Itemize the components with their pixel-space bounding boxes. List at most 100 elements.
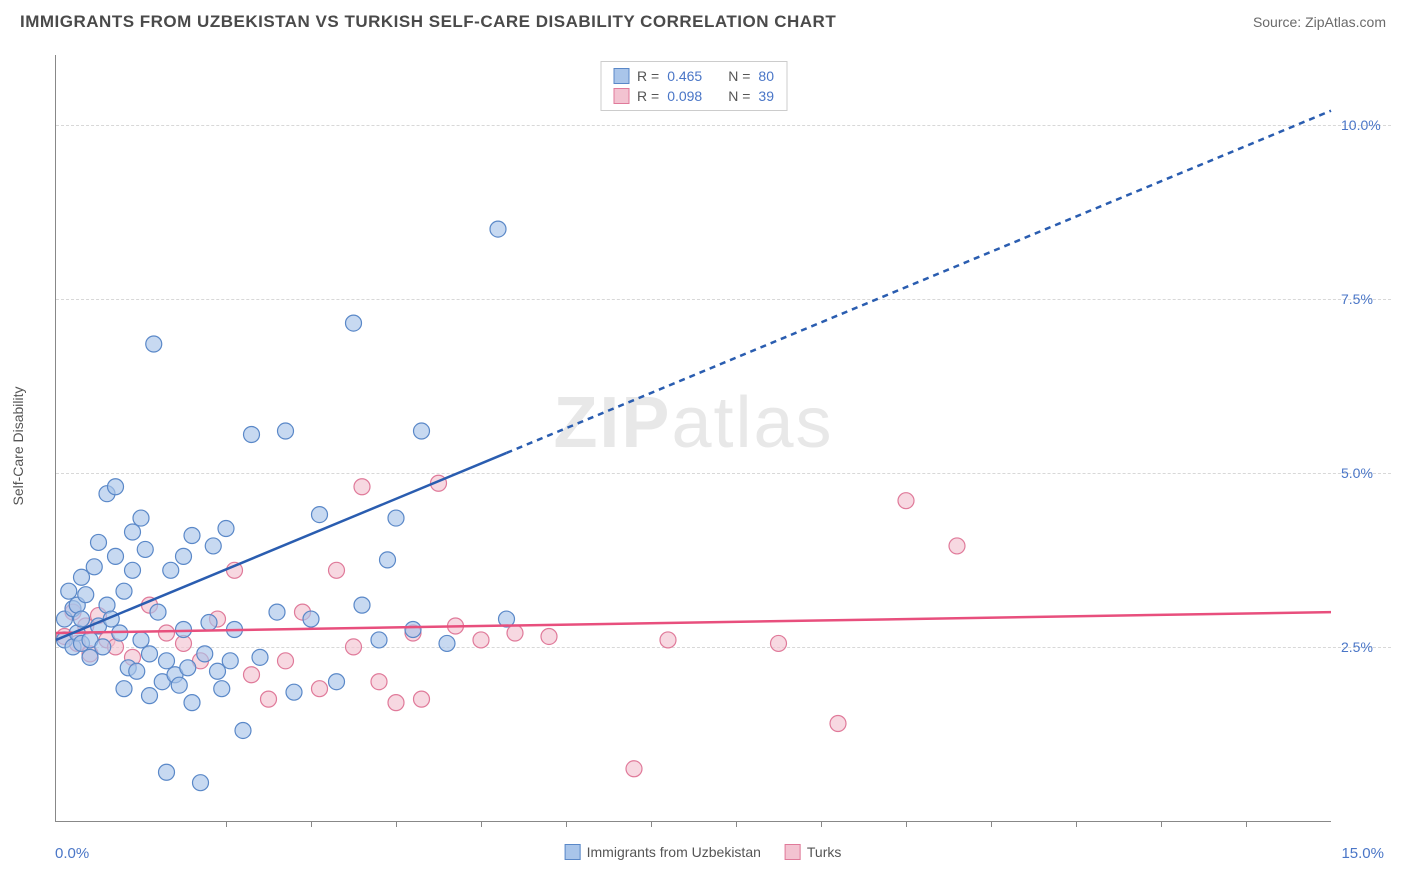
ytick-label: 10.0% <box>1341 117 1391 133</box>
y-axis-label: Self-Care Disability <box>10 386 26 505</box>
data-point <box>388 510 404 526</box>
data-point <box>329 562 345 578</box>
data-point <box>252 649 268 665</box>
data-point <box>329 674 345 690</box>
data-point <box>142 688 158 704</box>
data-point <box>414 423 430 439</box>
data-point <box>405 622 421 638</box>
scatter-svg <box>56 55 1331 821</box>
data-point <box>371 632 387 648</box>
xtick-right: 15.0% <box>1341 845 1384 862</box>
r-value-pink: 0.098 <box>667 88 702 104</box>
data-point <box>507 625 523 641</box>
n-value-blue: 80 <box>758 68 774 84</box>
data-point <box>244 667 260 683</box>
r-value-blue: 0.465 <box>667 68 702 84</box>
data-point <box>214 681 230 697</box>
data-point <box>222 653 238 669</box>
chart-header: IMMIGRANTS FROM UZBEKISTAN VS TURKISH SE… <box>0 0 1406 40</box>
data-point <box>150 604 166 620</box>
data-point <box>116 583 132 599</box>
data-point <box>278 653 294 669</box>
xtick-mark <box>396 821 397 827</box>
xtick-mark <box>821 821 822 827</box>
ytick-label: 7.5% <box>1341 291 1391 307</box>
legend-swatch-blue <box>565 844 581 860</box>
data-point <box>159 764 175 780</box>
xtick-mark <box>1161 821 1162 827</box>
legend-item-blue: Immigrants from Uzbekistan <box>565 844 761 860</box>
source-label: Source: <box>1253 14 1305 30</box>
legend-label-blue: Immigrants from Uzbekistan <box>587 844 761 860</box>
data-point <box>184 695 200 711</box>
legend-label-pink: Turks <box>807 844 841 860</box>
data-point <box>193 775 209 791</box>
data-point <box>108 479 124 495</box>
legend-swatch-pink <box>613 88 629 104</box>
data-point <box>949 538 965 554</box>
data-point <box>180 660 196 676</box>
n-label: N = <box>728 68 750 84</box>
data-point <box>346 639 362 655</box>
data-point <box>133 632 149 648</box>
data-point <box>269 604 285 620</box>
data-point <box>159 625 175 641</box>
data-point <box>171 677 187 693</box>
xtick-mark <box>1246 821 1247 827</box>
legend-series: Immigrants from Uzbekistan Turks <box>565 844 842 860</box>
chart-plot-area: ZIPatlas 2.5%5.0%7.5%10.0% R = 0.465 N =… <box>55 55 1331 822</box>
data-point <box>129 663 145 679</box>
ytick-label: 2.5% <box>1341 639 1391 655</box>
legend-row-blue: R = 0.465 N = 80 <box>613 66 774 86</box>
data-point <box>218 521 234 537</box>
data-point <box>261 691 277 707</box>
data-point <box>541 628 557 644</box>
r-label: R = <box>637 88 659 104</box>
xtick-mark <box>226 821 227 827</box>
data-point <box>201 615 217 631</box>
data-point <box>205 538 221 554</box>
data-point <box>439 635 455 651</box>
data-point <box>414 691 430 707</box>
data-point <box>660 632 676 648</box>
chart-source: Source: ZipAtlas.com <box>1253 14 1386 30</box>
trend-line <box>507 111 1332 453</box>
source-name: ZipAtlas.com <box>1305 14 1386 30</box>
legend-item-pink: Turks <box>785 844 841 860</box>
data-point <box>176 622 192 638</box>
data-point <box>210 663 226 679</box>
data-point <box>125 524 141 540</box>
n-label: N = <box>728 88 750 104</box>
legend-correlation: R = 0.465 N = 80 R = 0.098 N = 39 <box>600 61 787 111</box>
data-point <box>159 653 175 669</box>
data-point <box>125 562 141 578</box>
data-point <box>312 681 328 697</box>
xtick-mark <box>651 821 652 827</box>
data-point <box>116 681 132 697</box>
data-point <box>137 541 153 557</box>
data-point <box>163 562 179 578</box>
data-point <box>244 427 260 443</box>
legend-row-pink: R = 0.098 N = 39 <box>613 86 774 106</box>
xtick-mark <box>991 821 992 827</box>
data-point <box>108 548 124 564</box>
data-point <box>830 716 846 732</box>
data-point <box>473 632 489 648</box>
r-label: R = <box>637 68 659 84</box>
chart-title: IMMIGRANTS FROM UZBEKISTAN VS TURKISH SE… <box>20 12 836 32</box>
data-point <box>142 646 158 662</box>
xtick-left: 0.0% <box>55 845 89 862</box>
data-point <box>346 315 362 331</box>
data-point <box>303 611 319 627</box>
n-value-pink: 39 <box>758 88 774 104</box>
data-point <box>86 559 102 575</box>
data-point <box>74 569 90 585</box>
legend-swatch-blue <box>613 68 629 84</box>
data-point <box>354 597 370 613</box>
data-point <box>371 674 387 690</box>
data-point <box>388 695 404 711</box>
data-point <box>184 527 200 543</box>
data-point <box>82 649 98 665</box>
data-point <box>354 479 370 495</box>
data-point <box>771 635 787 651</box>
